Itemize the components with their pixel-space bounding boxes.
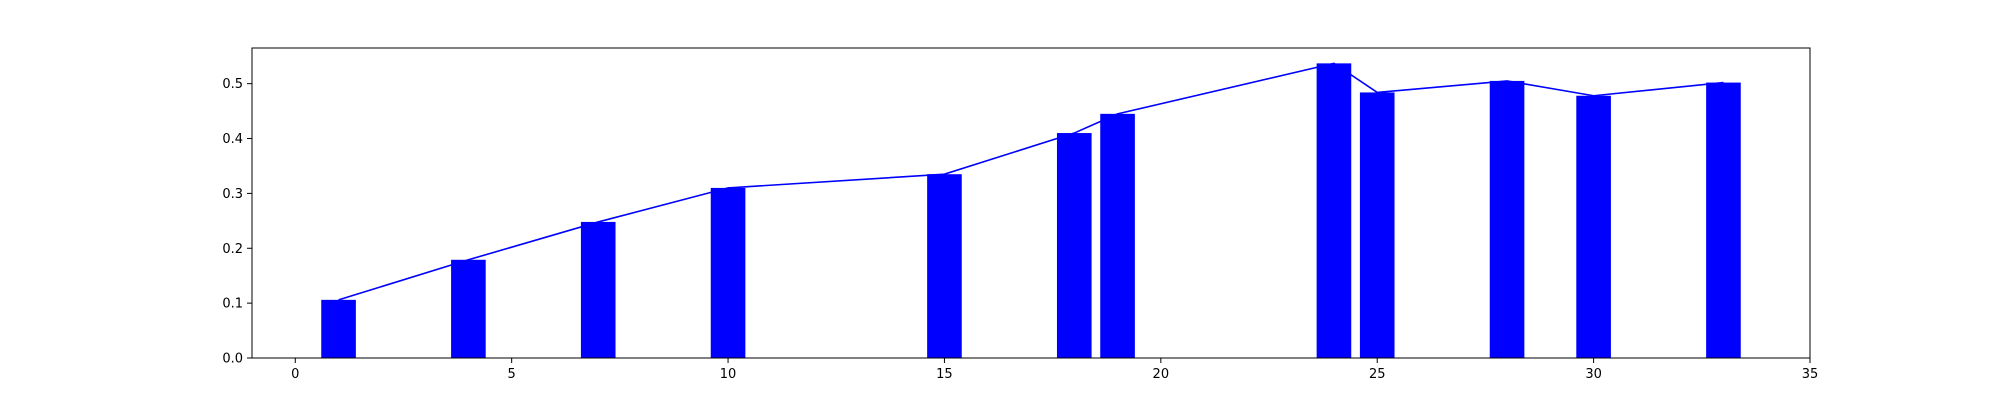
y-tick-label: 0.0 <box>222 352 243 367</box>
x-axis: 0 5 10 15 20 25 30 35 <box>291 358 1818 382</box>
x-tick-label: 30 <box>1585 367 1602 382</box>
bars-layer <box>321 63 1741 359</box>
bar <box>1316 63 1352 359</box>
y-tick-label: 0.3 <box>222 187 243 202</box>
plot-frame <box>251 47 1811 359</box>
bar <box>1359 92 1395 358</box>
x-tick-label: 5 <box>508 367 516 382</box>
bar <box>1489 80 1525 359</box>
bar <box>710 187 746 358</box>
bar <box>1100 113 1135 359</box>
line-layer <box>338 62 1724 301</box>
y-tick-label: 0.1 <box>222 297 243 312</box>
x-tick-label: 15 <box>936 367 953 382</box>
y-tick-label: 0.4 <box>222 132 243 147</box>
bar <box>927 174 962 358</box>
x-tick-label: 10 <box>720 367 737 382</box>
bar <box>580 221 616 358</box>
y-axis: 0.0 0.1 0.2 0.3 0.4 0.5 <box>222 77 252 367</box>
bar <box>1056 133 1092 358</box>
x-tick-label: 20 <box>1153 367 1170 382</box>
x-tick-label: 35 <box>1802 367 1819 382</box>
y-tick-label: 0.2 <box>222 242 243 257</box>
bar <box>1706 82 1741 358</box>
series-line <box>338 62 1724 301</box>
x-tick-label: 0 <box>291 367 299 382</box>
y-tick-label: 0.5 <box>222 77 243 92</box>
bar <box>1576 95 1611 359</box>
bar <box>321 299 356 358</box>
bar <box>451 259 486 358</box>
x-tick-label: 25 <box>1369 367 1386 382</box>
